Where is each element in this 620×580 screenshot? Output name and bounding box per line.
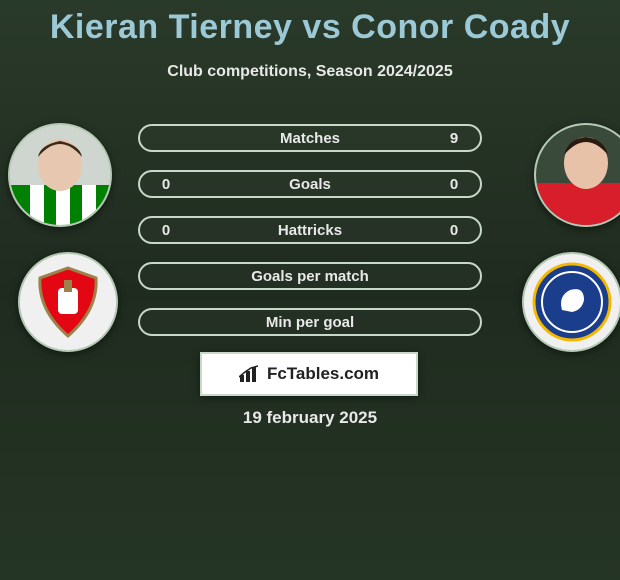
stat-label: Min per goal — [178, 314, 442, 331]
leicester-crest-icon — [530, 260, 614, 344]
stat-right-value: 0 — [442, 222, 466, 239]
stat-right-value: 9 — [442, 130, 466, 147]
stat-right-value: 0 — [442, 176, 466, 193]
stat-label: Hattricks — [178, 222, 442, 239]
page-title: Kieran Tierney vs Conor Coady — [0, 0, 620, 47]
stat-label: Matches — [178, 130, 442, 147]
player1-face-icon — [10, 125, 110, 225]
stat-label: Goals per match — [178, 268, 442, 285]
player1-club-crest — [18, 252, 118, 352]
stat-row-goals: 0 Goals 0 — [138, 170, 482, 198]
stat-row-hattricks: 0 Hattricks 0 — [138, 216, 482, 244]
vs-text: vs — [302, 8, 351, 46]
brand-badge: FcTables.com — [200, 352, 418, 396]
stat-left-value: 0 — [154, 176, 178, 193]
subtitle: Club competitions, Season 2024/2025 — [0, 63, 620, 81]
player2-name: Conor Coady — [351, 8, 570, 46]
stat-row-matches: Matches 9 — [138, 124, 482, 152]
player1-name: Kieran Tierney — [50, 8, 293, 46]
player2-avatar — [534, 123, 620, 227]
bar-chart-icon — [239, 365, 261, 383]
stat-left-value: 0 — [154, 222, 178, 239]
player1-avatar — [8, 123, 112, 227]
stat-label: Goals — [178, 176, 442, 193]
stats-panel: Matches 9 0 Goals 0 0 Hattricks 0 Goals … — [138, 124, 482, 354]
stat-row-goals-per-match: Goals per match — [138, 262, 482, 290]
player2-face-icon — [536, 125, 620, 225]
stat-row-min-per-goal: Min per goal — [138, 308, 482, 336]
arsenal-crest-icon — [28, 262, 108, 342]
date-text: 19 february 2025 — [0, 408, 620, 428]
brand-text: FcTables.com — [267, 364, 379, 384]
player2-club-crest — [522, 252, 620, 352]
